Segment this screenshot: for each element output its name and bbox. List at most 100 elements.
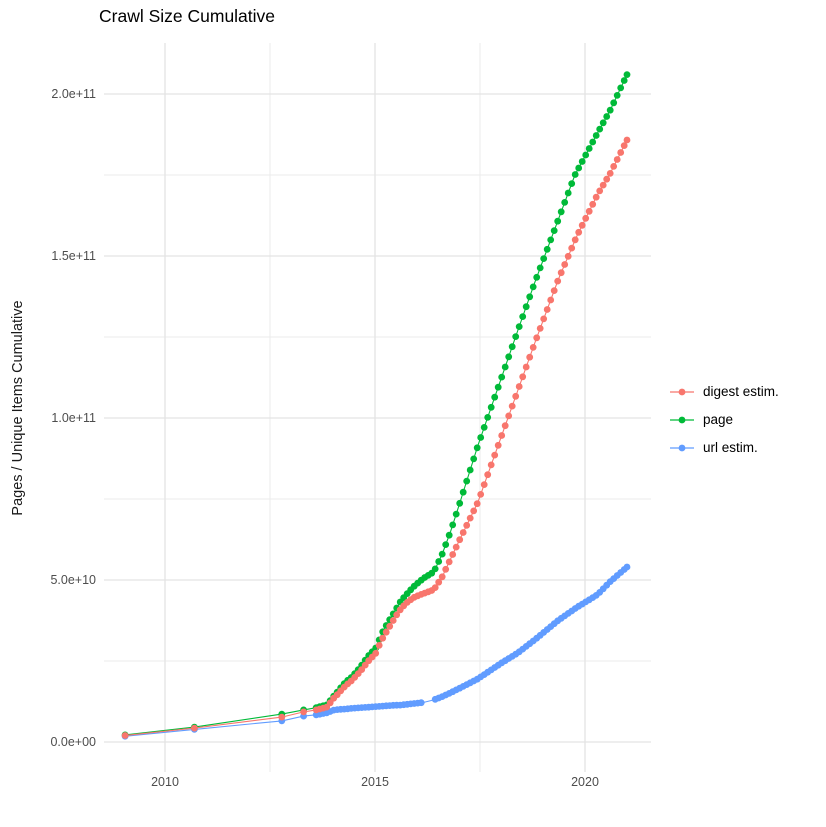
- data-point: [379, 634, 387, 642]
- data-point: [435, 558, 443, 565]
- data-point: [568, 244, 576, 252]
- data-series-url-estim: [121, 563, 631, 740]
- data-point: [494, 383, 502, 391]
- data-point: [617, 149, 625, 156]
- data-point: [585, 145, 593, 152]
- data-point: [536, 264, 544, 272]
- data-point: [477, 434, 485, 441]
- data-point: [431, 584, 439, 591]
- data-point: [442, 565, 450, 573]
- data-point: [575, 228, 583, 236]
- series-line: [125, 74, 628, 736]
- data-point: [606, 170, 614, 177]
- data-point: [452, 543, 460, 551]
- data-point: [445, 531, 453, 539]
- data-point: [491, 451, 499, 459]
- legend-label: url estim.: [703, 440, 758, 455]
- data-point: [623, 71, 631, 78]
- data-point: [543, 245, 551, 253]
- data-point: [547, 296, 555, 304]
- chart-title: Crawl Size Cumulative: [99, 6, 276, 26]
- data-point: [456, 499, 464, 507]
- data-point: [498, 373, 506, 381]
- x-tick-label: 2010: [151, 775, 179, 789]
- data-point: [473, 500, 481, 508]
- data-point: [536, 325, 544, 332]
- data-point: [375, 642, 383, 649]
- data-point: [512, 392, 520, 400]
- data-point: [121, 732, 129, 739]
- data-point: [564, 252, 572, 260]
- data-point: [526, 293, 534, 301]
- data-point: [463, 477, 471, 485]
- legend-key-icon: [670, 416, 694, 423]
- data-point: [550, 287, 558, 294]
- data-point: [550, 227, 558, 235]
- data-point: [529, 344, 537, 351]
- y-tick-label: 2.0e+11: [51, 87, 96, 101]
- data-point: [501, 363, 509, 371]
- data-point: [435, 578, 443, 586]
- data-point: [382, 628, 390, 636]
- data-point: [623, 136, 631, 144]
- data-point: [452, 510, 460, 518]
- data-point: [578, 158, 586, 165]
- y-tick-label: 5.0e+10: [50, 573, 96, 587]
- data-point: [533, 334, 541, 342]
- data-point: [554, 217, 562, 225]
- data-point: [449, 551, 457, 558]
- data-point: [575, 164, 583, 172]
- y-tick-label: 1.0e+11: [51, 411, 96, 425]
- data-point: [278, 713, 286, 721]
- data-point: [585, 207, 593, 215]
- x-tick-label: 2020: [571, 775, 599, 789]
- data-point: [386, 622, 394, 630]
- data-point: [610, 99, 618, 107]
- data-point: [620, 77, 628, 84]
- data-point: [571, 236, 579, 244]
- y-axis-title: Pages / Unique Items Cumulative: [10, 300, 26, 516]
- data-point: [540, 315, 548, 323]
- data-point: [491, 393, 499, 401]
- legend-item: digest estim.: [669, 384, 779, 399]
- data-point: [470, 507, 478, 515]
- legend-key-icon: [670, 388, 694, 395]
- y-tick-label: 1.5e+11: [51, 249, 96, 263]
- legend-label: digest estim.: [703, 384, 779, 399]
- data-point: [477, 491, 485, 498]
- data-point: [582, 214, 590, 222]
- legend-label: page: [703, 412, 734, 427]
- data-point: [522, 303, 530, 311]
- data-point: [326, 699, 334, 707]
- data-point: [599, 119, 607, 127]
- data-point: [417, 699, 425, 707]
- data-point: [592, 193, 600, 201]
- data-point: [613, 92, 621, 99]
- data-point: [543, 306, 551, 313]
- data-point: [389, 617, 397, 624]
- data-point: [582, 151, 590, 159]
- data-point: [568, 180, 576, 188]
- data-point: [438, 550, 446, 558]
- data-point: [610, 163, 618, 170]
- data-point: [463, 521, 471, 529]
- data-point: [515, 383, 523, 390]
- data-point: [603, 175, 611, 183]
- data-point: [487, 403, 495, 411]
- data-point: [613, 156, 621, 163]
- data-series-digest-estim: [121, 136, 631, 739]
- data-point: [623, 563, 631, 571]
- data-point: [505, 412, 513, 420]
- data-series-page: [121, 71, 631, 739]
- data-point: [484, 471, 492, 479]
- data-point: [508, 343, 516, 351]
- data-point: [393, 611, 401, 619]
- data-point: [540, 255, 548, 262]
- x-tick-label: 2015: [361, 775, 389, 789]
- legend-item: url estim.: [669, 440, 779, 455]
- legend: digest estim. page url estim.: [669, 384, 779, 455]
- data-point: [617, 84, 625, 92]
- data-point: [508, 402, 516, 410]
- data-point: [526, 353, 534, 361]
- data-point: [470, 455, 478, 463]
